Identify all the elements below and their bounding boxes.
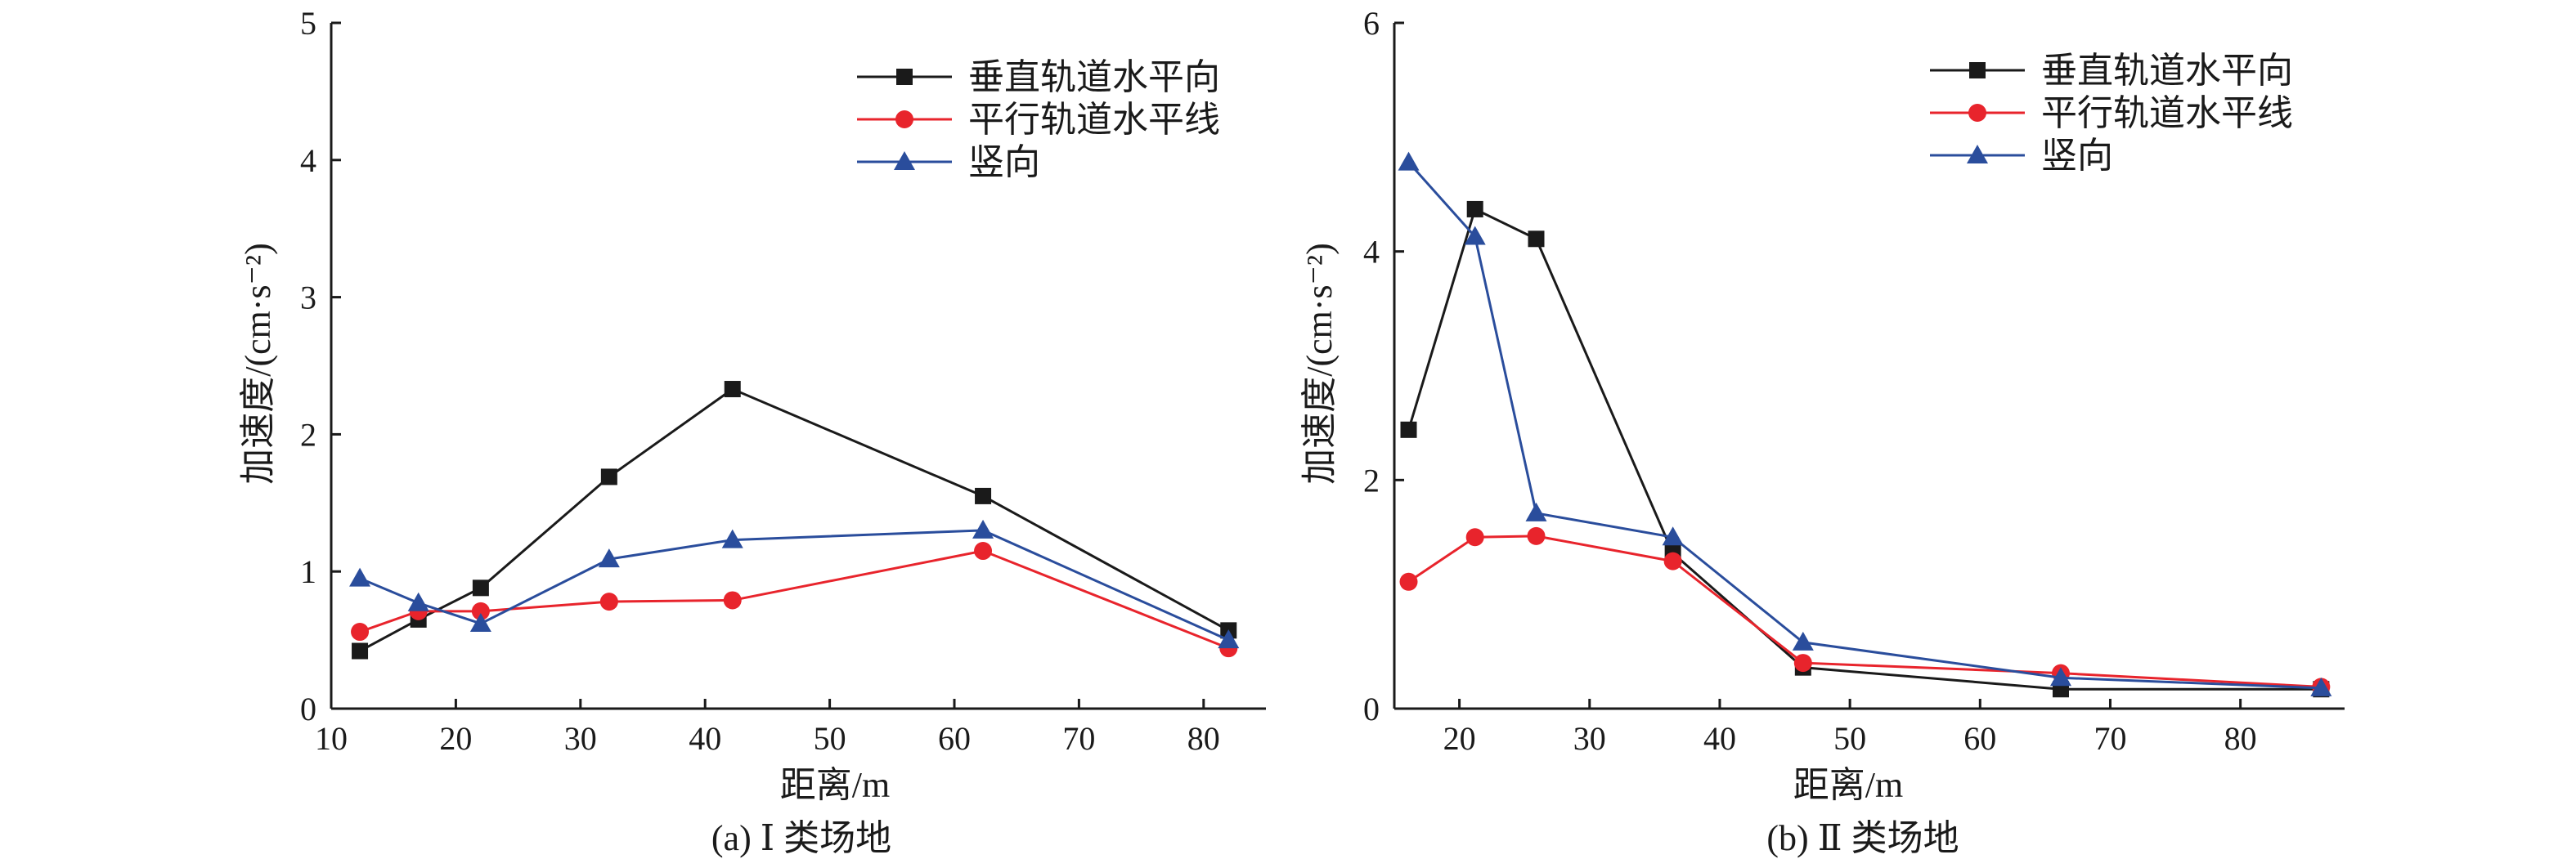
axes-a (330, 23, 1266, 710)
x-axis-title-b: 距离/m (1793, 765, 1903, 805)
legend-marker-b-1 (1968, 104, 1986, 122)
legend-label-b-0: 垂直轨道水平向 (2041, 51, 2293, 91)
y-tick-label-a: 2 (300, 416, 316, 453)
chart-panel-a: 10 20 30 40 50 60 70 80 0 1 2 3 4 5 距离/m 加速度/(cm·s⁻²)… (238, 5, 1266, 858)
data-point-b-2 (1792, 631, 1814, 651)
data-point-b-0 (1466, 200, 1483, 217)
x-tick-label-a: 10 (315, 720, 348, 757)
x-tick-label-a: 70 (1062, 720, 1095, 757)
data-point-a-2 (598, 548, 620, 568)
data-point-a-2 (407, 592, 429, 611)
ticks-b: 20 30 40 50 60 70 80 0 2 4 6 (1363, 5, 2257, 757)
series-a (349, 381, 1240, 660)
series-line-a-1 (359, 549, 1229, 650)
data-point-a-0 (724, 381, 741, 398)
data-point-a-2 (721, 529, 743, 548)
y-tick-label-a: 0 (300, 691, 316, 727)
data-point-b-1 (1663, 552, 1682, 570)
legend-label-b-1: 平行轨道水平线 (2041, 93, 2293, 133)
y-tick-label-b: 0 (1363, 691, 1380, 727)
x-tick-label-a: 30 (564, 720, 597, 757)
data-point-b-2 (1398, 151, 1420, 171)
legend-marker-a-1 (895, 110, 913, 128)
series-b (1398, 151, 2332, 698)
legend-marker-b-0 (1969, 62, 1986, 78)
caption-a: (a) Ⅰ 类场地 (711, 818, 891, 858)
x-axis-title-a: 距离/m (780, 765, 890, 805)
y-tick-label-a: 1 (300, 553, 316, 590)
data-point-b-2 (1525, 502, 1547, 521)
y-tick-label-a: 3 (300, 280, 316, 316)
data-point-b-1 (1465, 528, 1484, 547)
data-point-b-0 (1528, 230, 1545, 248)
data-point-b-2 (1662, 526, 1684, 546)
data-point-a-1 (471, 602, 490, 620)
data-point-b-0 (1400, 421, 1417, 438)
data-point-b-1 (1399, 572, 1418, 591)
data-point-a-2 (972, 519, 994, 539)
data-point-a-2 (1218, 629, 1240, 649)
legend-marker-a-2 (894, 151, 915, 170)
legend-label-a-2: 竖向 (968, 142, 1040, 182)
axes-b (1393, 23, 2345, 710)
data-point-a-0 (472, 579, 489, 597)
ticks-a: 10 20 30 40 50 60 70 80 0 1 2 3 4 5 (300, 5, 1220, 757)
x-tick-label-a: 50 (814, 720, 846, 757)
legend-label-a-0: 垂直轨道水平向 (968, 57, 1220, 97)
data-point-a-0 (600, 468, 617, 485)
legend-marker-b-2 (1967, 145, 1988, 163)
legend-label-a-1: 平行轨道水平线 (968, 100, 1220, 140)
data-point-a-1 (351, 623, 370, 642)
series-line-b-1 (1407, 535, 2322, 688)
x-tick-label-b: 70 (2094, 720, 2126, 757)
data-point-a-1 (974, 542, 993, 561)
x-tick-label-a: 40 (689, 720, 721, 757)
x-tick-label-b: 40 (1703, 720, 1736, 757)
y-tick-label-a: 5 (300, 5, 316, 42)
series-line-a-2 (359, 529, 1229, 642)
x-tick-label-b: 30 (1573, 720, 1606, 757)
data-point-a-1 (723, 591, 742, 610)
y-tick-label-a: 4 (300, 142, 316, 179)
data-point-b-1 (1793, 654, 1812, 673)
y-tick-label-b: 4 (1363, 234, 1380, 271)
series-line-b-2 (1407, 161, 2322, 690)
data-point-a-2 (349, 567, 371, 587)
data-point-b-2 (2049, 667, 2071, 687)
x-tick-label-b: 50 (1833, 720, 1866, 757)
x-tick-label-b: 20 (1443, 720, 1476, 757)
data-point-a-0 (975, 487, 992, 504)
y-tick-label-b: 6 (1363, 5, 1380, 42)
data-point-a-1 (599, 593, 618, 611)
y-axis-title-b: 加速度/(cm·s⁻²) (1299, 243, 1340, 484)
caption-b: (b) Ⅱ 类场地 (1766, 818, 1959, 858)
x-tick-label-b: 60 (1963, 720, 1996, 757)
data-point-b-2 (1464, 226, 1486, 245)
data-point-a-2 (469, 612, 491, 632)
x-tick-label-b: 80 (2224, 720, 2257, 757)
y-tick-label-b: 2 (1363, 462, 1380, 499)
series-line-b-0 (1407, 207, 2322, 691)
data-point-b-2 (2310, 677, 2332, 696)
chart-panel-b: 20 30 40 50 60 70 80 0 2 4 6 距离/m 加速度/(cm·s⁻²) (b)… (1299, 5, 2345, 858)
x-tick-label-a: 60 (938, 720, 971, 757)
x-tick-label-a: 80 (1187, 720, 1220, 757)
data-point-a-0 (352, 642, 369, 660)
data-point-b-1 (1527, 526, 1546, 545)
legend-marker-a-0 (896, 69, 913, 85)
y-axis-title-a: 加速度/(cm·s⁻²) (238, 243, 278, 484)
legend-label-b-2: 竖向 (2041, 136, 2113, 176)
x-tick-label-a: 20 (439, 720, 472, 757)
